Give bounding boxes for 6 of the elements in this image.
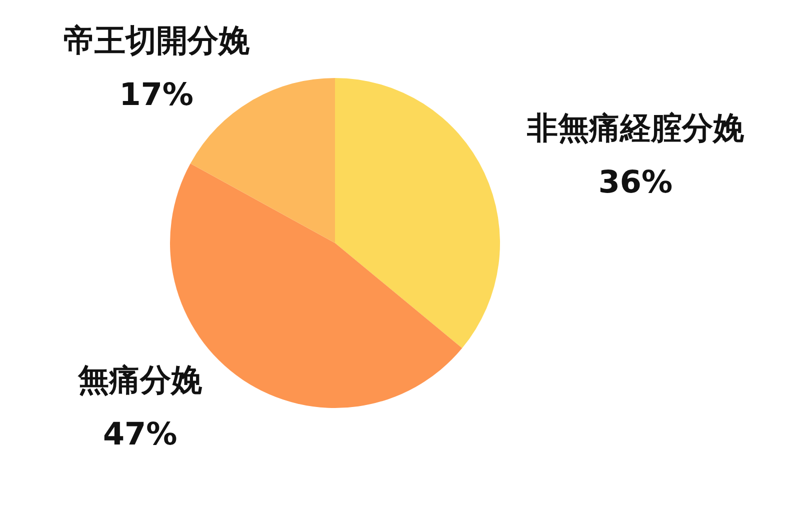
slice-label: 帝王切開分娩 xyxy=(63,22,250,59)
data-label: 17% xyxy=(119,76,194,113)
data-label: 47% xyxy=(102,416,178,453)
slice-label: 非無痛経腟分娩 xyxy=(526,110,745,146)
data-label: 36% xyxy=(598,164,673,200)
slice-label: 無痛分娩 xyxy=(77,362,204,399)
